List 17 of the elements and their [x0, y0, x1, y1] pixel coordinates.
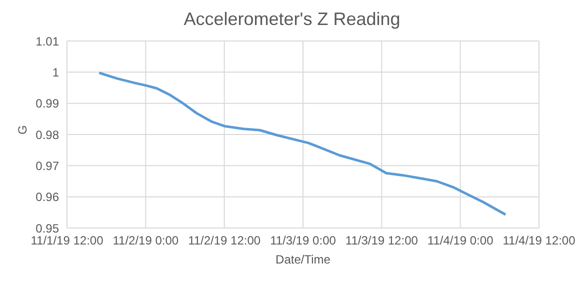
x-tick-label: 11/4/19 0:00	[427, 234, 494, 248]
y-tick-label: 0.98	[36, 128, 60, 142]
y-tick-label: 0.99	[36, 96, 60, 111]
x-tick-label: 11/3/19 12:00	[345, 234, 418, 248]
x-tick-label: 11/1/19 12:00	[30, 234, 104, 248]
y-tick-label: 0.95	[36, 221, 60, 236]
x-tick-label: 11/3/19 0:00	[270, 234, 336, 248]
x-axis-title: Date/Time	[276, 252, 331, 267]
chart-title: Accelerometer's Z Reading	[182, 8, 402, 31]
y-tick-label: 0.97	[36, 158, 60, 173]
y-axis-title: G	[15, 125, 30, 134]
x-tick-label: 11/2/19 12:00	[188, 234, 261, 248]
y-tick-label: 0.96	[36, 190, 60, 204]
y-tick-label: 1	[52, 65, 60, 80]
x-tick-label: 11/2/19 0:00	[112, 234, 179, 248]
x-tick-label: 11/4/19 12:00	[502, 234, 576, 248]
y-tick-label: 1.01	[36, 34, 60, 48]
